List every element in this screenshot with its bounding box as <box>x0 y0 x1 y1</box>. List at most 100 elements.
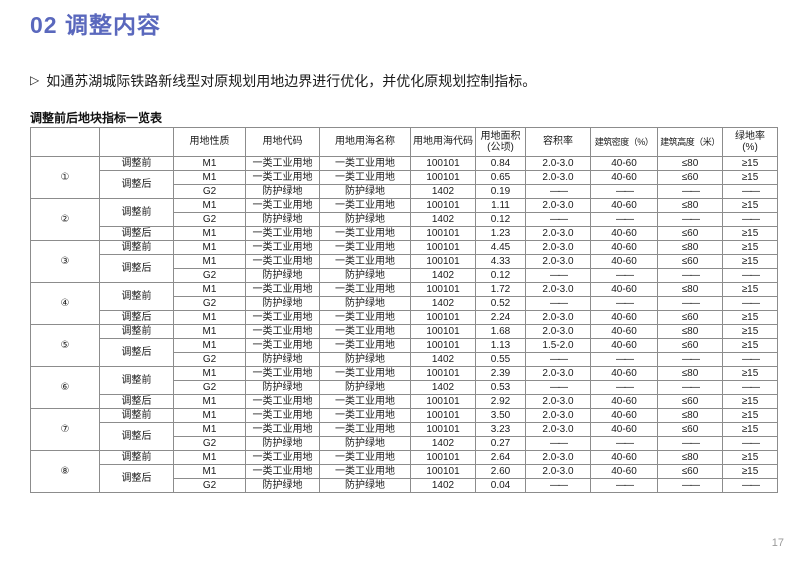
cell-far: 2.0-3.0 <box>525 198 591 213</box>
cell-nature: M1 <box>173 464 246 479</box>
cell-far: —— <box>525 296 591 311</box>
cell-far: 2.0-3.0 <box>525 464 591 479</box>
cell-area: 3.50 <box>475 408 526 423</box>
cell-sea_name: 一类工业用地 <box>319 156 411 171</box>
cell-sea_code: 100101 <box>410 422 476 437</box>
cell-area: 0.12 <box>475 212 526 227</box>
cell-green: ≥15 <box>722 450 778 465</box>
cell-sea_code: 1402 <box>410 212 476 227</box>
cell-far: —— <box>525 478 591 493</box>
cell-green: ≥15 <box>722 324 778 339</box>
table-row: ⑥ 调整前 M1 一类工业用地 一类工业用地 100101 2.39 2.0-3.0 40-60… <box>30 366 778 409</box>
cell-nature: M1 <box>173 422 246 437</box>
cell-nature: M1 <box>173 282 246 297</box>
cell-density: 40-60 <box>590 422 658 437</box>
cell-far: —— <box>525 436 591 451</box>
cell-height: ≤80 <box>657 408 723 423</box>
cell-sea_name: 一类工业用地 <box>319 254 411 269</box>
cell-sea_name: 防护绿地 <box>319 268 411 283</box>
group-id-cell: ⑧ <box>30 450 100 493</box>
cell-sea_name: 一类工业用地 <box>319 324 411 339</box>
cell-area: 2.60 <box>475 464 526 479</box>
cell-height: ≤60 <box>657 170 723 185</box>
cell-sea_name: 一类工业用地 <box>319 282 411 297</box>
cell-code: 防护绿地 <box>245 184 320 199</box>
cell-nature: M1 <box>173 408 246 423</box>
col-header-height: 建筑高度（米） <box>657 127 723 157</box>
phase-before-cell: 调整前 <box>99 408 174 423</box>
col-header-sea-name: 用地用海名称 <box>319 127 411 157</box>
cell-nature: M1 <box>173 198 246 213</box>
cell-density: 40-60 <box>590 170 658 185</box>
cell-green: —— <box>722 268 778 283</box>
cell-area: 0.55 <box>475 352 526 367</box>
cell-density: 40-60 <box>590 310 658 325</box>
cell-far: —— <box>525 184 591 199</box>
table-row: 调整后 M1 一类工业用地 一类工业用地 100101 4.33 2.0-3.0 40-60 ≤… <box>31 254 778 283</box>
cell-code: 防护绿地 <box>245 380 320 395</box>
cell-area: 1.11 <box>475 198 526 213</box>
phase-after-cell: 调整后 <box>99 170 174 199</box>
cell-height: —— <box>657 212 723 227</box>
cell-code: 一类工业用地 <box>245 450 320 465</box>
cell-green: ≥15 <box>722 408 778 423</box>
cell-green: ≥15 <box>722 422 778 437</box>
cell-green: ≥15 <box>722 226 778 241</box>
cell-density: 40-60 <box>590 394 658 409</box>
cell-code: 一类工业用地 <box>245 156 320 171</box>
cell-far: 2.0-3.0 <box>525 240 591 255</box>
cell-code: 防护绿地 <box>245 436 320 451</box>
cell-nature: G2 <box>173 184 246 199</box>
cell-density: —— <box>590 436 658 451</box>
cell-nature: M1 <box>173 170 246 185</box>
cell-green: —— <box>722 478 778 493</box>
cell-sea_name: 防护绿地 <box>319 380 411 395</box>
cell-code: 一类工业用地 <box>245 310 320 325</box>
phase-before-cell: 调整前 <box>99 156 174 171</box>
cell-nature: G2 <box>173 296 246 311</box>
header-empty-phase <box>99 127 174 157</box>
cell-code: 一类工业用地 <box>245 338 320 353</box>
cell-far: 2.0-3.0 <box>525 324 591 339</box>
cell-height: ≤80 <box>657 366 723 381</box>
cell-green: ≥15 <box>722 156 778 171</box>
cell-sea_code: 1402 <box>410 352 476 367</box>
cell-nature: M1 <box>173 324 246 339</box>
cell-sea_name: 防护绿地 <box>319 436 411 451</box>
cell-far: 2.0-3.0 <box>525 282 591 297</box>
cell-code: 一类工业用地 <box>245 170 320 185</box>
cell-sea_code: 100101 <box>410 464 476 479</box>
phase-after-cell: 调整后 <box>99 254 174 283</box>
cell-area: 0.27 <box>475 436 526 451</box>
cell-code: 一类工业用地 <box>245 226 320 241</box>
cell-code: 一类工业用地 <box>245 408 320 423</box>
cell-density: 40-60 <box>590 338 658 353</box>
cell-sea_name: 一类工业用地 <box>319 366 411 381</box>
cell-code: 防护绿地 <box>245 352 320 367</box>
cell-nature: G2 <box>173 478 246 493</box>
cell-sea_name: 一类工业用地 <box>319 394 411 409</box>
cell-green: ≥15 <box>722 170 778 185</box>
cell-height: —— <box>657 268 723 283</box>
cell-height: ≤60 <box>657 226 723 241</box>
cell-height: ≤80 <box>657 198 723 213</box>
cell-far: 2.0-3.0 <box>525 156 591 171</box>
col-header-sea-code: 用地用海代码 <box>410 127 476 157</box>
cell-sea_name: 一类工业用地 <box>319 422 411 437</box>
group-id-cell: ① <box>30 156 100 199</box>
cell-sea_code: 100101 <box>410 394 476 409</box>
cell-density: 40-60 <box>590 366 658 381</box>
cell-green: ≥15 <box>722 254 778 269</box>
col-header-area: 用地面积 (公顷) <box>475 127 526 157</box>
cell-density: 40-60 <box>590 198 658 213</box>
cell-height: ≤60 <box>657 310 723 325</box>
cell-code: 一类工业用地 <box>245 394 320 409</box>
cell-sea_name: 防护绿地 <box>319 212 411 227</box>
phase-after-cell: 调整后 <box>99 310 174 325</box>
cell-green: —— <box>722 436 778 451</box>
table-body: ① 调整前 M1 一类工业用地 一类工业用地 100101 0.84 2.0-3.0 40-60… <box>30 156 778 493</box>
cell-height: ≤80 <box>657 324 723 339</box>
cell-far: 2.0-3.0 <box>525 366 591 381</box>
cell-sea_code: 100101 <box>410 450 476 465</box>
